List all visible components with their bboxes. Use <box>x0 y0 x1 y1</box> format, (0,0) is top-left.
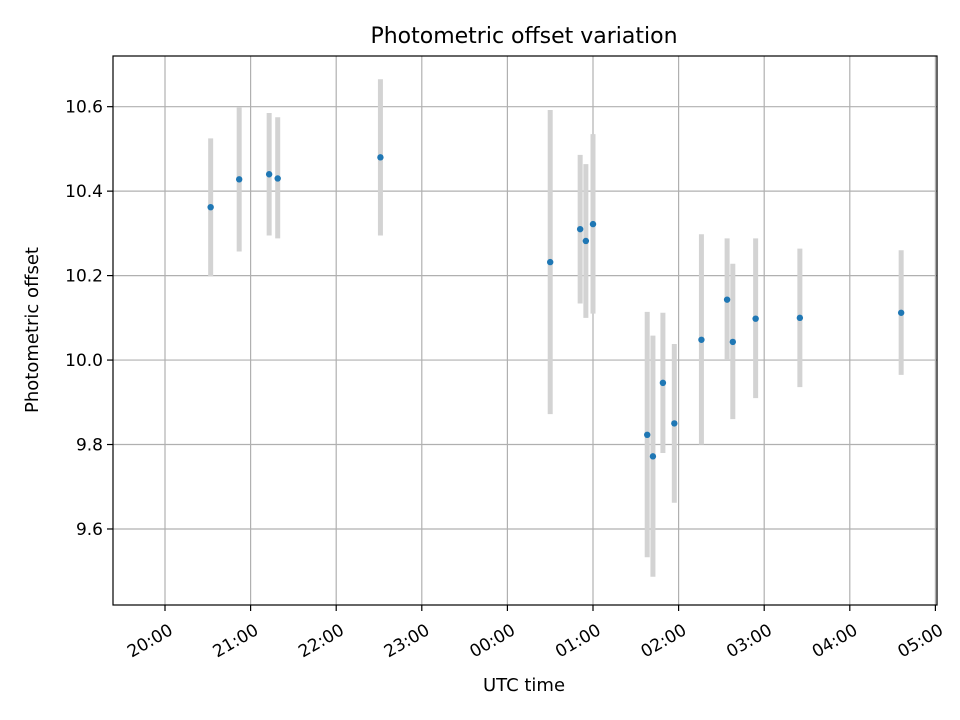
data-point <box>671 420 678 427</box>
chart-title: Photometric offset variation <box>370 24 677 49</box>
plot-frame <box>112 55 938 606</box>
y-tick-label: 9.8 <box>76 436 103 456</box>
y-tick-label: 10.2 <box>65 267 103 287</box>
data-point <box>644 431 651 439</box>
data-point <box>265 171 273 178</box>
y-axis-label: Photometric offset <box>22 247 43 413</box>
data-point <box>576 225 584 233</box>
data-point <box>582 237 590 245</box>
data-point <box>207 203 214 211</box>
y-axis-ticks: 9.6 9.8 10.0 10.2 10.4 10.6 <box>65 98 113 540</box>
data-point <box>752 315 759 322</box>
data-point <box>547 258 554 266</box>
grid <box>113 56 937 605</box>
y-tick-label: 10.4 <box>65 182 103 202</box>
data-point <box>723 296 731 303</box>
data-point <box>274 175 281 182</box>
data-point <box>235 176 243 183</box>
data-point <box>698 336 705 343</box>
y-tick-label: 10.0 <box>65 351 103 371</box>
data-point <box>377 154 384 161</box>
data-point <box>897 309 905 316</box>
data-point <box>729 338 737 346</box>
data-point <box>796 314 804 322</box>
data-point <box>589 220 597 228</box>
y-tick-label: 10.6 <box>65 98 103 118</box>
data-point <box>659 379 667 387</box>
y-tick-label: 9.6 <box>76 520 103 540</box>
data-points <box>207 154 905 460</box>
x-axis-label: UTC time <box>483 675 565 696</box>
data-point <box>649 453 657 460</box>
